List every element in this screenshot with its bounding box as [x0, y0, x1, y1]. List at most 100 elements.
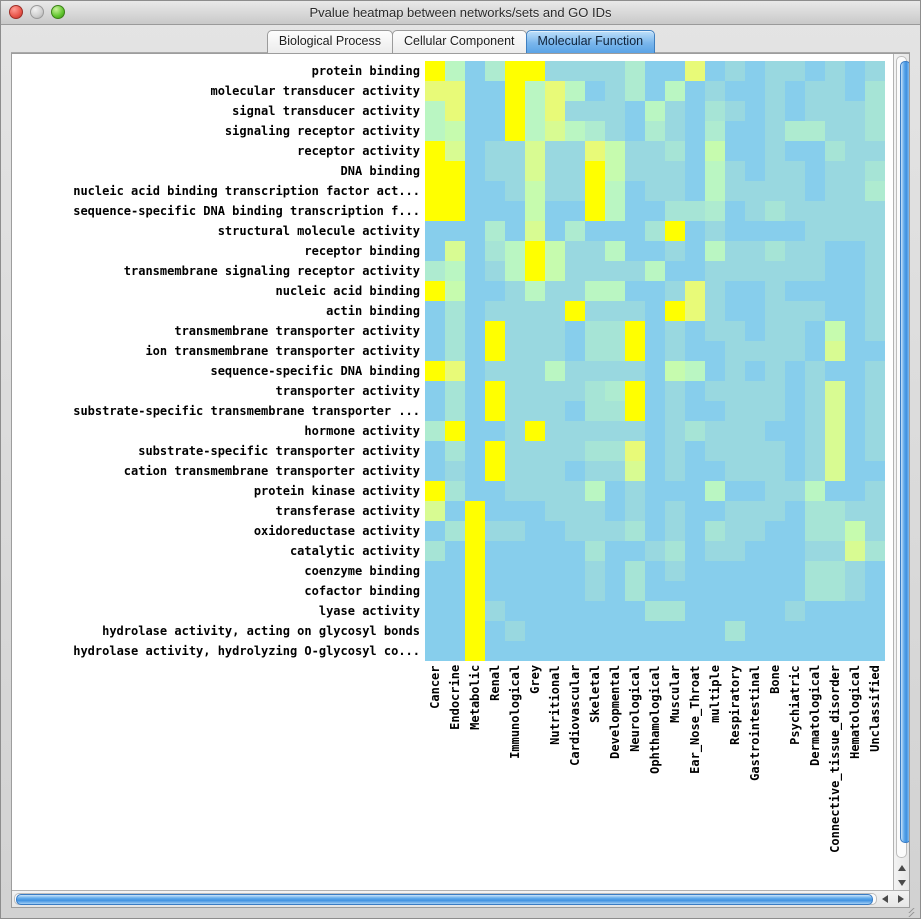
heatmap-cell[interactable]	[545, 201, 565, 221]
heatmap-cell[interactable]	[865, 161, 885, 181]
heatmap-cell[interactable]	[685, 561, 705, 581]
heatmap-cell[interactable]	[565, 101, 585, 121]
horizontal-scrollbar[interactable]	[12, 890, 909, 907]
heatmap-cell[interactable]	[765, 81, 785, 101]
heatmap-cell[interactable]	[625, 201, 645, 221]
heatmap-cell[interactable]	[505, 581, 525, 601]
heatmap-cell[interactable]	[865, 541, 885, 561]
heatmap-cell[interactable]	[545, 501, 565, 521]
heatmap-cell[interactable]	[605, 141, 625, 161]
heatmap-cell[interactable]	[745, 481, 765, 501]
heatmap-cell[interactable]	[785, 81, 805, 101]
heatmap-cell[interactable]	[765, 421, 785, 441]
heatmap-cell[interactable]	[785, 361, 805, 381]
heatmap-cell[interactable]	[825, 141, 845, 161]
heatmap-cell[interactable]	[765, 481, 785, 501]
heatmap-cell[interactable]	[425, 481, 445, 501]
heatmap-cell[interactable]	[465, 341, 485, 361]
heatmap-cell[interactable]	[705, 321, 725, 341]
heatmap-cell[interactable]	[805, 61, 825, 81]
heatmap-cell[interactable]	[545, 521, 565, 541]
heatmap-cell[interactable]	[865, 121, 885, 141]
heatmap-cell[interactable]	[625, 401, 645, 421]
heatmap-cell[interactable]	[665, 221, 685, 241]
heatmap-cell[interactable]	[565, 441, 585, 461]
heatmap-cell[interactable]	[825, 301, 845, 321]
heatmap-cell[interactable]	[685, 81, 705, 101]
heatmap-cell[interactable]	[765, 561, 785, 581]
heatmap-cell[interactable]	[465, 601, 485, 621]
heatmap-cell[interactable]	[605, 361, 625, 381]
heatmap-cell[interactable]	[765, 61, 785, 81]
heatmap-cell[interactable]	[825, 281, 845, 301]
heatmap-cell[interactable]	[425, 241, 445, 261]
heatmap-cell[interactable]	[785, 541, 805, 561]
heatmap-cell[interactable]	[505, 321, 525, 341]
heatmap-cell[interactable]	[445, 421, 465, 441]
heatmap-cell[interactable]	[625, 181, 645, 201]
heatmap-cell[interactable]	[505, 181, 525, 201]
heatmap-cell[interactable]	[485, 601, 505, 621]
heatmap-cell[interactable]	[605, 181, 625, 201]
heatmap-cell[interactable]	[625, 461, 645, 481]
heatmap-cell[interactable]	[625, 481, 645, 501]
heatmap-cell[interactable]	[425, 361, 445, 381]
heatmap-cell[interactable]	[565, 321, 585, 341]
heatmap-cell[interactable]	[585, 341, 605, 361]
heatmap-cell[interactable]	[585, 641, 605, 661]
heatmap-cell[interactable]	[805, 121, 825, 141]
heatmap-cell[interactable]	[705, 161, 725, 181]
heatmap-cell[interactable]	[505, 121, 525, 141]
heatmap-cell[interactable]	[545, 121, 565, 141]
heatmap-cell[interactable]	[865, 241, 885, 261]
heatmap-cell[interactable]	[525, 61, 545, 81]
heatmap-cell[interactable]	[785, 321, 805, 341]
heatmap-cell[interactable]	[565, 181, 585, 201]
heatmap-cell[interactable]	[685, 101, 705, 121]
heatmap-cell[interactable]	[745, 401, 765, 421]
heatmap-cell[interactable]	[645, 81, 665, 101]
heatmap-cell[interactable]	[705, 381, 725, 401]
heatmap-cell[interactable]	[505, 601, 525, 621]
heatmap-cell[interactable]	[705, 481, 725, 501]
close-button[interactable]	[9, 5, 23, 19]
heatmap-cell[interactable]	[645, 541, 665, 561]
heatmap-cell[interactable]	[585, 321, 605, 341]
heatmap-cell[interactable]	[685, 381, 705, 401]
heatmap-cell[interactable]	[685, 421, 705, 441]
heatmap-cell[interactable]	[585, 241, 605, 261]
heatmap-cell[interactable]	[485, 301, 505, 321]
heatmap-cell[interactable]	[565, 421, 585, 441]
heatmap-cell[interactable]	[545, 161, 565, 181]
heatmap-cell[interactable]	[445, 81, 465, 101]
heatmap-cell[interactable]	[705, 601, 725, 621]
heatmap-cell[interactable]	[725, 281, 745, 301]
heatmap-cell[interactable]	[725, 481, 745, 501]
heatmap-cell[interactable]	[605, 121, 625, 141]
heatmap-cell[interactable]	[565, 241, 585, 261]
heatmap-cell[interactable]	[485, 481, 505, 501]
heatmap-cell[interactable]	[445, 521, 465, 541]
heatmap-cell[interactable]	[445, 141, 465, 161]
heatmap-cell[interactable]	[465, 461, 485, 481]
heatmap-cell[interactable]	[585, 501, 605, 521]
heatmap-cell[interactable]	[505, 301, 525, 321]
heatmap-cell[interactable]	[525, 541, 545, 561]
heatmap-cell[interactable]	[645, 161, 665, 181]
heatmap-cell[interactable]	[805, 321, 825, 341]
heatmap-cell[interactable]	[785, 241, 805, 261]
tab-cellular-component[interactable]: Cellular Component	[392, 30, 527, 53]
heatmap-cell[interactable]	[865, 61, 885, 81]
heatmap-cell[interactable]	[665, 581, 685, 601]
heatmap-cell[interactable]	[645, 301, 665, 321]
heatmap-cell[interactable]	[445, 481, 465, 501]
heatmap-cell[interactable]	[425, 101, 445, 121]
heatmap-cell[interactable]	[605, 621, 625, 641]
heatmap-cell[interactable]	[825, 181, 845, 201]
heatmap-cell[interactable]	[585, 181, 605, 201]
heatmap-cell[interactable]	[745, 501, 765, 521]
heatmap-cell[interactable]	[505, 61, 525, 81]
heatmap-cell[interactable]	[525, 281, 545, 301]
heatmap-cell[interactable]	[825, 621, 845, 641]
heatmap-cell[interactable]	[565, 341, 585, 361]
